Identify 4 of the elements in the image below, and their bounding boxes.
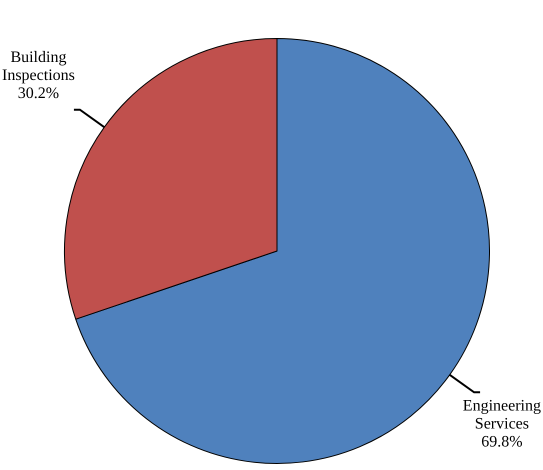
slice-label: Building Inspections [2, 48, 75, 84]
data-label: 30.2% [18, 84, 60, 102]
slice-label: Engineering Services [462, 398, 542, 433]
data-label: 69.8% [481, 434, 523, 451]
